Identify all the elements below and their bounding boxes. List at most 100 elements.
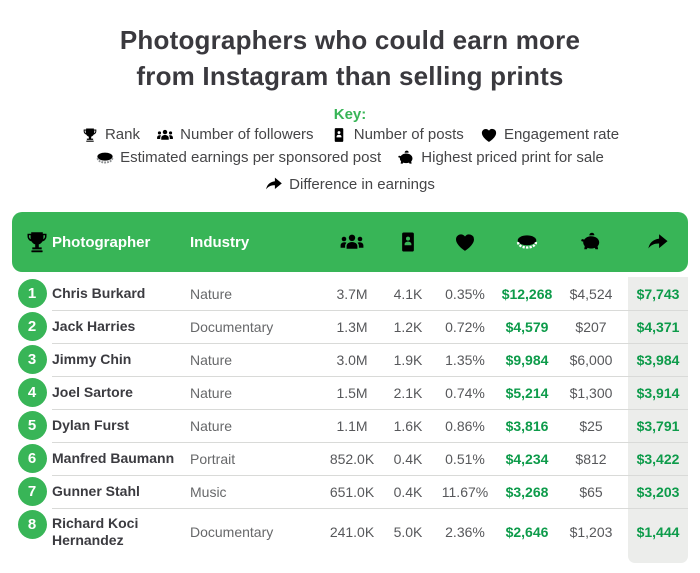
posts-value: 1.2K [393, 318, 423, 335]
industry-label: Music [190, 483, 227, 500]
table-row: 3 Jimmy Chin Nature 3.0M 1.9K 1.35% $9,9… [12, 343, 688, 376]
rank-badge: 2 [17, 312, 47, 341]
page-title-line2: from Instagram than selling prints [136, 61, 564, 91]
legend-row-2: Estimated earnings per sponsored post Hi… [0, 146, 700, 193]
photographer-name: Dylan Furst [52, 417, 130, 433]
engagement-value: 0.35% [445, 285, 485, 302]
rank-badge: 8 [17, 510, 47, 539]
photographer-name: Richard Koci Hernandez [52, 515, 139, 548]
print-price-value: $4,524 [569, 285, 613, 302]
earnings-value: $12,268 [501, 285, 553, 302]
table-row: 4 Joel Sartore Nature 1.5M 2.1K 0.74% $5… [12, 376, 688, 409]
followers-value: 1.1M [336, 417, 368, 434]
rank-cell: 4 [12, 376, 52, 407]
page-title-line1: Photographers who could earn more [119, 25, 581, 55]
difference-value: $3,791 [628, 409, 688, 442]
photographer-name: Manfred Baumann [52, 450, 175, 466]
posts-value: 1.6K [393, 417, 423, 434]
table-row: 6 Manfred Baumann Portrait 852.0K 0.4K 0… [12, 442, 688, 475]
legend-row-1: Rank Number of followers Number of posts… [0, 123, 700, 146]
followers-icon [339, 232, 365, 252]
engagement-column-header [430, 231, 500, 253]
photographer-name: Joel Sartore [52, 384, 133, 400]
followers-icon [156, 127, 174, 143]
posts-value: 2.1K [393, 384, 423, 401]
key-item: Number of posts [330, 123, 464, 146]
key-item: Estimated earnings per sponsored post [96, 146, 381, 169]
key-item-label: Difference in earnings [289, 175, 435, 193]
followers-value: 241.0K [329, 524, 375, 540]
rank-cell: 6 [12, 442, 52, 473]
industry-label: Nature [190, 384, 233, 401]
difference-value: $7,743 [628, 277, 688, 310]
difference-value: $1,444 [628, 508, 688, 556]
posts-value: 5.0K [393, 524, 423, 540]
table-row: 5 Dylan Furst Nature 1.1M 1.6K 0.86% $3,… [12, 409, 688, 442]
table-body: 1 Chris Burkard Nature 3.7M 4.1K 0.35% $… [12, 277, 688, 556]
engagement-value: 11.67% [441, 483, 489, 500]
table-row: 2 Jack Harries Documentary 1.3M 1.2K 0.7… [12, 310, 688, 343]
difference-value: $3,914 [628, 376, 688, 409]
curved-arrow-icon [647, 231, 669, 253]
posts-icon [330, 127, 348, 143]
difference-value: $3,203 [628, 475, 688, 508]
key-item-label: Rank [104, 126, 140, 143]
coin-icon [96, 150, 114, 166]
heart-icon [480, 127, 498, 143]
engagement-value: 1.35% [445, 351, 485, 368]
photographer-name: Gunner Stahl [52, 483, 140, 499]
key-item-label: Number of followers [180, 126, 314, 143]
print-price-value: $65 [579, 483, 603, 500]
posts-value: 4.1K [393, 285, 423, 302]
table-row: 1 Chris Burkard Nature 3.7M 4.1K 0.35% $… [12, 277, 688, 310]
industry-column-header: Industry [190, 233, 250, 251]
rank-badge: 4 [17, 378, 47, 407]
earnings-value: $3,268 [505, 483, 549, 500]
key-item: Number of followers [156, 123, 314, 146]
rank-cell: 7 [12, 475, 52, 506]
key-item-label: Estimated earnings per sponsored post [120, 149, 382, 166]
earnings-column-header [500, 231, 554, 253]
key-item: Highest priced print for sale [397, 146, 604, 169]
industry-label: Nature [190, 351, 233, 368]
earnings-value: $2,646 [505, 524, 549, 540]
key-item-label: Engagement rate [503, 126, 620, 143]
print-price-value: $812 [575, 450, 607, 467]
print-price-value: $1,203 [569, 524, 613, 540]
followers-value: 651.0K [329, 483, 375, 500]
table-row: 8 Richard Koci Hernandez Documentary 241… [12, 508, 688, 556]
industry-label: Documentary [190, 524, 274, 540]
engagement-value: 0.86% [445, 417, 485, 434]
rank-badge: 6 [17, 444, 47, 473]
engagement-value: 0.72% [445, 318, 485, 335]
difference-value: $3,422 [628, 442, 688, 475]
rank-badge: 3 [17, 345, 47, 374]
earnings-value: $9,984 [505, 351, 549, 368]
earnings-value: $3,816 [505, 417, 549, 434]
rank-cell: 8 [12, 508, 52, 539]
heart-icon [454, 231, 476, 253]
followers-value: 852.0K [329, 450, 375, 467]
industry-label: Nature [190, 417, 233, 434]
print-price-value: $25 [579, 417, 603, 434]
posts-icon [397, 231, 419, 253]
trophy-icon [81, 127, 99, 143]
earnings-value: $4,234 [505, 450, 549, 467]
rank-column-header [22, 230, 52, 254]
key-label: Key: [333, 106, 367, 123]
followers-value: 1.3M [336, 318, 368, 335]
arrow-icon [265, 176, 283, 192]
posts-value: 0.4K [393, 450, 423, 467]
print-price-column-header [554, 231, 628, 253]
key-item-label: Number of posts [353, 126, 464, 143]
difference-column-header [628, 231, 688, 253]
difference-value: $3,984 [628, 343, 688, 376]
industry-label: Portrait [190, 450, 236, 467]
trophy-icon [25, 230, 49, 254]
page-title: Photographers who could earn more from I… [0, 22, 700, 94]
table-row: 7 Gunner Stahl Music 651.0K 0.4K 11.67% … [12, 475, 688, 508]
industry-label: Nature [190, 285, 233, 302]
print-price-value: $6,000 [569, 351, 613, 368]
earnings-value: $4,579 [505, 318, 549, 335]
key-item-label: Highest priced print for sale [421, 149, 604, 166]
